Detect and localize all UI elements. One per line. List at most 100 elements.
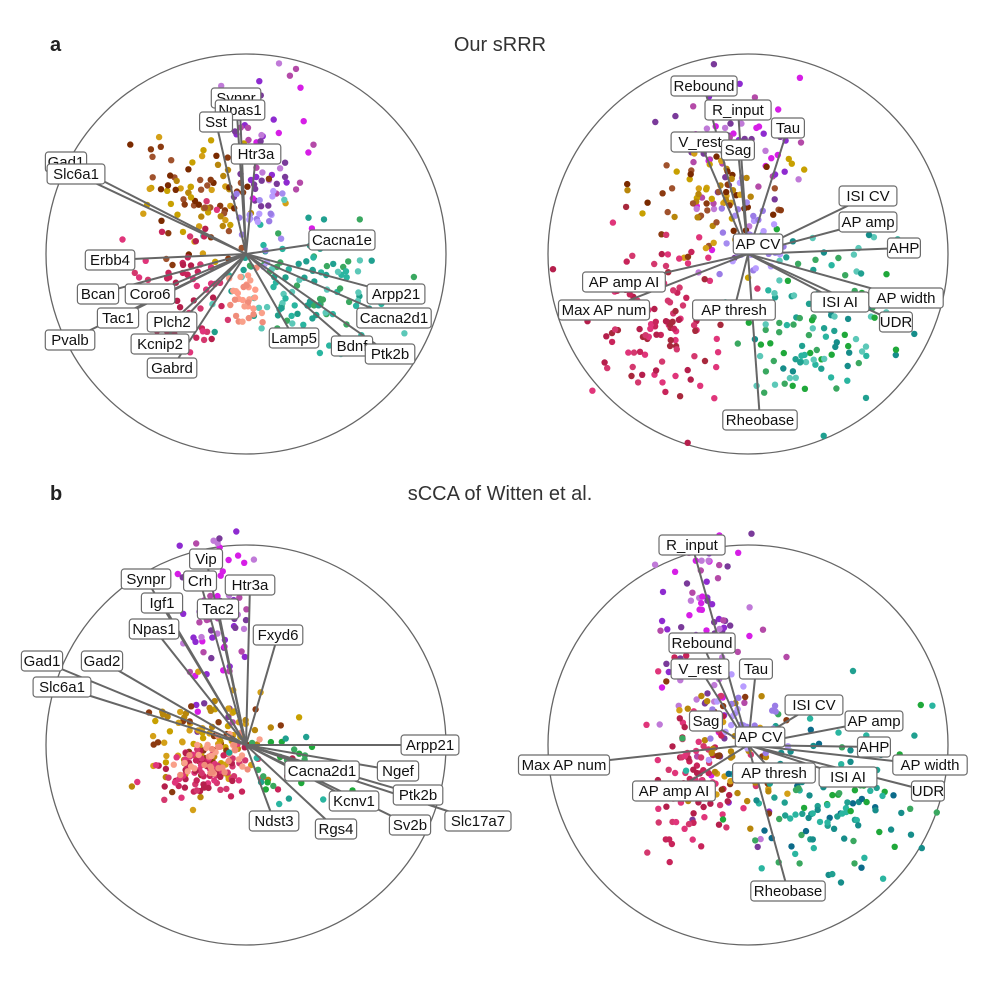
cell-point (711, 681, 718, 689)
label-box (314, 818, 358, 840)
cell-point (813, 346, 820, 354)
cell-point (310, 141, 317, 148)
label-box (328, 790, 380, 812)
cell-point (824, 819, 831, 826)
cell-point (305, 214, 312, 221)
cell-point (757, 341, 765, 348)
cell-point (165, 230, 172, 237)
cell-point (355, 289, 362, 296)
loading-label: Kcnv1 (328, 790, 380, 812)
cell-point (225, 757, 232, 765)
cell-point (851, 860, 858, 867)
cell-point (787, 815, 794, 822)
cell-point (672, 336, 679, 344)
loading-label-text: Tau (776, 120, 800, 137)
loading-labels: R_input Rebound V_rest Tau ISI CV Sag AP amp AP… (517, 534, 968, 902)
cell-point (664, 297, 672, 304)
cell-point (275, 60, 283, 67)
cell-point (768, 155, 775, 162)
cell-point (167, 200, 175, 208)
cell-point (641, 351, 649, 358)
cell-point (214, 592, 221, 600)
cell-point (152, 762, 160, 769)
cell-point (233, 190, 240, 197)
cell-point (693, 762, 701, 769)
loading-line (747, 253, 897, 323)
panel-a-letter: a (50, 34, 62, 56)
cell-point (708, 601, 716, 608)
cell-point (801, 385, 809, 392)
cell-point (776, 319, 783, 327)
cell-point (342, 268, 350, 275)
cell-point (161, 796, 168, 803)
cell-point (209, 768, 216, 776)
cell-point (305, 149, 312, 156)
cell-point (193, 701, 200, 709)
label-box (910, 780, 946, 802)
cell-point (269, 193, 276, 200)
cell-point (756, 352, 764, 360)
cell-point (711, 395, 718, 402)
cell-point (917, 701, 924, 709)
loading-label-text: AP amp AI (639, 783, 710, 800)
cell-point (179, 738, 186, 745)
cell-point (662, 318, 670, 325)
cell-point (282, 735, 289, 742)
cell-point (809, 836, 816, 843)
cell-point (730, 227, 737, 234)
cell-point (278, 304, 285, 312)
cell-point (174, 297, 181, 304)
cell-point (250, 556, 258, 563)
cell-point (728, 175, 735, 182)
cell-point (740, 805, 747, 812)
cell-point (658, 231, 665, 238)
cell-point (663, 162, 670, 169)
cell-point (862, 343, 870, 350)
cell-point (753, 124, 760, 132)
cell-point (219, 568, 226, 575)
cell-point (634, 379, 642, 386)
cell-point (310, 302, 318, 309)
cell-point (753, 797, 760, 804)
cell-point (724, 563, 731, 570)
cell-point (147, 146, 155, 153)
cell-point (933, 809, 940, 816)
cell-point (796, 860, 803, 867)
cell-point (656, 721, 663, 728)
cell-point (669, 743, 676, 750)
loading-label: Max AP num (517, 754, 611, 776)
cell-point (676, 255, 683, 262)
loading-label: AHP (856, 736, 892, 758)
cell-point (871, 314, 878, 321)
cell-point (798, 352, 805, 359)
cell-point (862, 394, 870, 402)
cell-point (767, 340, 774, 347)
loading-label: AP amp (844, 710, 904, 732)
cell-point (714, 575, 722, 582)
cell-point (688, 248, 695, 256)
cell-point (281, 173, 289, 181)
cell-point (783, 254, 790, 261)
cell-point (828, 262, 835, 269)
cell-point (655, 805, 662, 812)
cell-point (252, 286, 259, 293)
cell-point (240, 625, 248, 633)
cell-point (257, 203, 265, 210)
cell-point (719, 816, 727, 823)
label-box (224, 574, 276, 596)
cell-point (734, 340, 741, 347)
loading-label: Npas1 (214, 99, 266, 121)
cell-point (244, 766, 251, 773)
cell-point (828, 351, 835, 358)
cell-point (167, 172, 174, 179)
label-box (76, 283, 120, 305)
loading-label-text: AP thresh (741, 765, 807, 782)
label-box (46, 163, 106, 185)
loading-label: Ndst3 (248, 810, 300, 832)
cell-point (193, 540, 200, 547)
cell-point (244, 272, 252, 279)
cell-point (233, 528, 240, 535)
cell-point (589, 387, 596, 394)
cell-point (838, 761, 845, 768)
cell-point (320, 796, 327, 803)
